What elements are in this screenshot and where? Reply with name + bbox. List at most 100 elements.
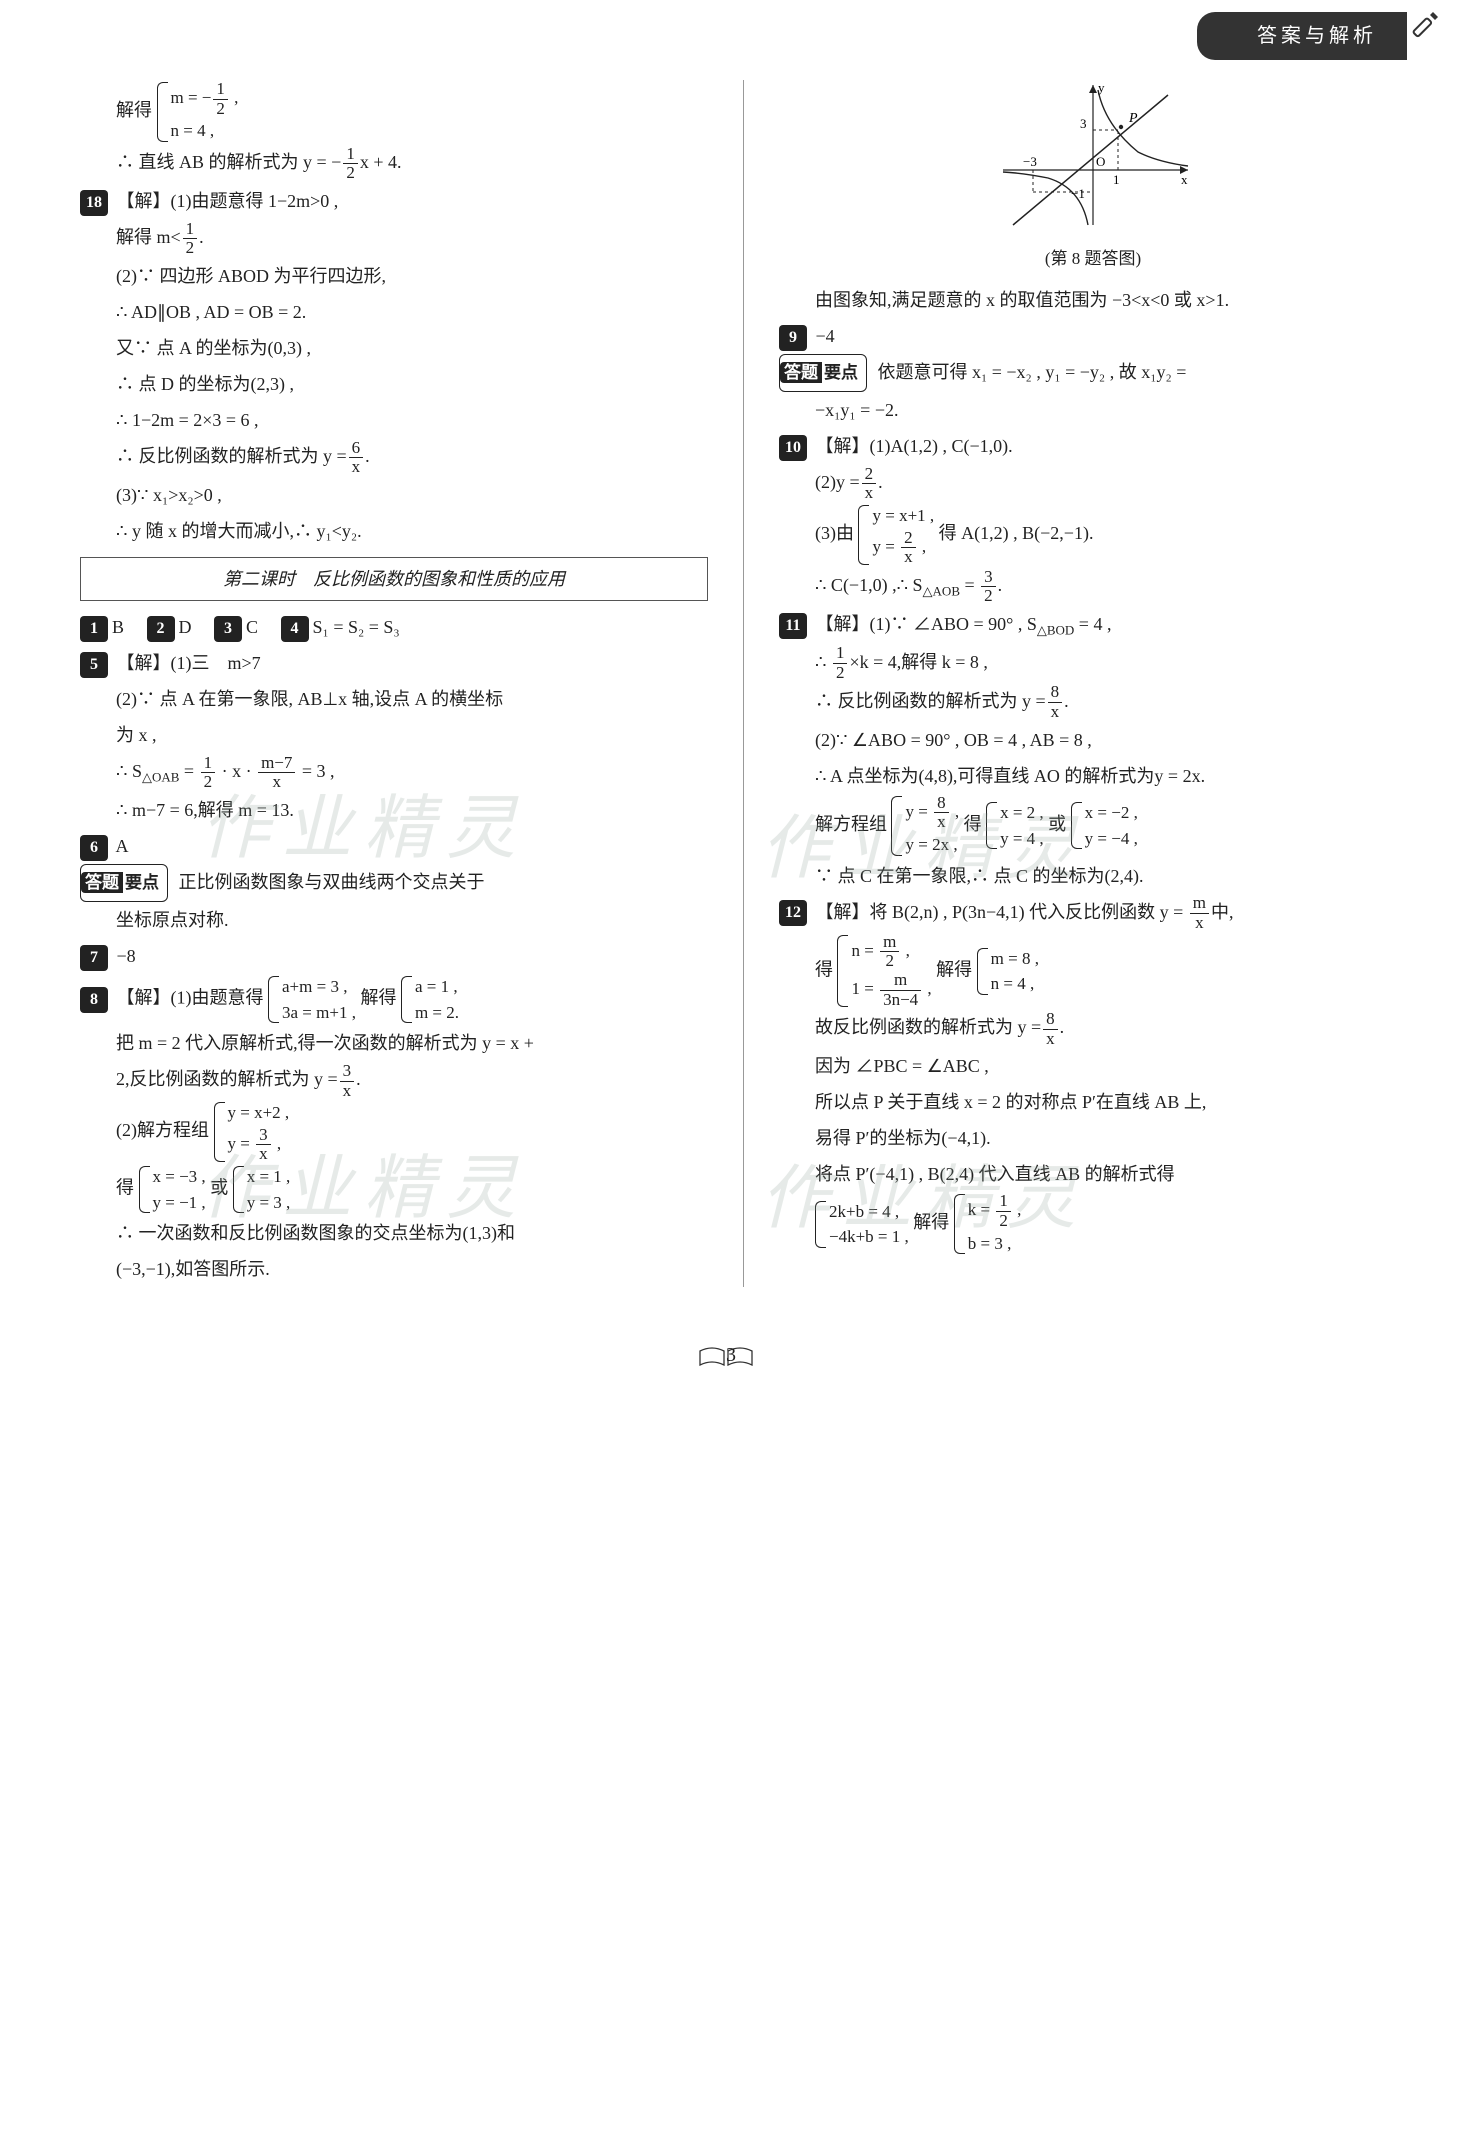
keypoint-badge: 答题要点 xyxy=(779,354,867,392)
keypoint-2: 答题要点 依题意可得 x₁ = −x₂ , y₁ = −y₂ , 故 x₁y₂ … xyxy=(779,354,1407,392)
brace: n = m2 , 1 = m3n−4 , xyxy=(837,933,931,1010)
text: 把 m = 2 代入原解析式,得一次函数的解析式为 y = x + xyxy=(80,1025,708,1061)
text: (2)∵ ∠ABO = 90° , OB = 4 , AB = 8 , xyxy=(779,722,1407,758)
brace: k = 12 , b = 3 , xyxy=(954,1192,1022,1256)
q10: 10 【解】(1)A(1,2) , C(−1,0). xyxy=(779,428,1407,464)
q7: 7 −8 xyxy=(80,938,708,974)
text: 由图象知,满足题意的 x 的取值范围为 −3<x<0 或 x>1. xyxy=(779,282,1407,318)
svg-text:3: 3 xyxy=(1080,116,1087,131)
text: −x₁y₁ = −2. xyxy=(779,392,1407,428)
text: 坐标原点对称. xyxy=(80,902,708,938)
pencil-icon xyxy=(1408,6,1442,40)
left-column: 解得 m = −12 , n = 4 , ∴ 直线 AB 的解析式为 y = −… xyxy=(80,80,708,1287)
text: 【解】(1)∵ ∠ABO = 90° , S xyxy=(815,614,1036,634)
badge-3: 3 xyxy=(214,616,242,642)
text: (3)由 y = x+1 , y = 2x , 得 A(1,2) , B(−2,… xyxy=(779,503,1407,567)
graph-container: y x O −3 1 3 −1 P (第 8 题答图) xyxy=(779,80,1407,276)
badge-1: 1 xyxy=(80,616,108,642)
text: 得 n = m2 , 1 = m3n−4 , 解得 m = 8 ,n = 4 , xyxy=(779,933,1407,1010)
q18: 18 【解】(1)由题意得 1−2m>0 , xyxy=(80,183,708,219)
text: (2)解方程组 y = x+2 , y = 3x , xyxy=(80,1100,708,1164)
text: (−3,−1),如答图所示. xyxy=(80,1251,708,1287)
badge-18: 18 xyxy=(80,190,108,216)
svg-text:P: P xyxy=(1128,111,1138,126)
text: (3)∵ x₁>x₂>0 , xyxy=(80,477,708,513)
badge-2: 2 xyxy=(147,616,175,642)
brace: x = −3 ,y = −1 , xyxy=(139,1164,206,1215)
answers-row: 1B 2D 3C 4S₁ = S₂ = S₃ xyxy=(80,609,708,645)
brace: y = 8x , y = 2x , xyxy=(891,794,959,858)
page-number: 3 xyxy=(0,1327,1467,1407)
brace: a = 1 ,m = 2. xyxy=(401,974,459,1025)
badge-12: 12 xyxy=(779,900,807,926)
q8: 8 【解】(1)由题意得 a+m = 3 ,3a = m+1 , 解得 a = … xyxy=(80,974,708,1025)
text: ∴ 12×k = 4,解得 k = 8 , xyxy=(779,644,1407,683)
text: 【解】(1)三 m>7 xyxy=(117,653,261,673)
badge-9: 9 xyxy=(779,325,807,351)
text: C xyxy=(246,617,258,637)
text: 解得 xyxy=(360,988,396,1008)
graph-caption: (第 8 题答图) xyxy=(779,242,1407,276)
brace: x = −2 ,y = −4 , xyxy=(1071,800,1138,851)
content-columns: 解得 m = −12 , n = 4 , ∴ 直线 AB 的解析式为 y = −… xyxy=(0,80,1467,1327)
brace: y = x+1 , y = 2x , xyxy=(858,503,934,567)
keypoint-badge: 答题要点 xyxy=(80,864,168,902)
text: 将点 P′(−4,1) , B(2,4) 代入直线 AB 的解析式得 xyxy=(779,1156,1407,1192)
brace: x = 2 ,y = 4 , xyxy=(986,800,1044,851)
text: −4 xyxy=(815,326,834,346)
svg-text:1: 1 xyxy=(1113,172,1120,187)
text: ∴ A 点坐标为(4,8),可得直线 AO 的解析式为y = 2x. xyxy=(779,758,1407,794)
text: 【解】(1)由题意得 1−2m>0 , xyxy=(117,191,339,211)
text: 易得 P′的坐标为(−4,1). xyxy=(779,1120,1407,1156)
text: 依题意可得 x₁ = −x₂ , y₁ = −y₂ , 故 x₁y₂ = xyxy=(877,362,1186,382)
brace: x = 1 ,y = 3 , xyxy=(233,1164,291,1215)
text: −8 xyxy=(117,946,136,966)
brace: m = −12 , n = 4 , xyxy=(157,80,239,144)
text: (2)∵ 点 A 在第一象限, AB⊥x 轴,设点 A 的横坐标 xyxy=(80,681,708,717)
answer-graph: y x O −3 1 3 −1 P xyxy=(993,80,1193,230)
text: ∴ AD∥OB , AD = OB = 2. xyxy=(80,294,708,330)
badge-5: 5 xyxy=(80,652,108,678)
right-column: y x O −3 1 3 −1 P (第 8 题答图) 由图象知,满足题意的 x… xyxy=(779,80,1407,1287)
q6: 6 A xyxy=(80,828,708,864)
text: ∴ S△OAB = 12 · x · m−7x = 3 , xyxy=(80,753,708,792)
brace: a+m = 3 ,3a = m+1 , xyxy=(268,974,356,1025)
text: 解得 m = −12 , n = 4 , xyxy=(80,80,708,144)
header-title: 答案与解析 xyxy=(1197,12,1407,60)
badge-7: 7 xyxy=(80,945,108,971)
badge-11: 11 xyxy=(779,613,807,639)
badge-8: 8 xyxy=(80,987,108,1013)
text: 正比例函数图象与双曲线两个交点关于 xyxy=(179,872,485,892)
text: 为 x , xyxy=(80,717,708,753)
text: 【解】(1)A(1,2) , C(−1,0). xyxy=(815,436,1012,456)
text: ∴ y 随 x 的增大而减小,∴ y₁<y₂. xyxy=(80,513,708,549)
svg-text:x: x xyxy=(1181,172,1188,187)
keypoint-1: 答题要点 正比例函数图象与双曲线两个交点关于 xyxy=(80,864,708,902)
svg-text:y: y xyxy=(1098,80,1105,95)
text: 所以点 P 关于直线 x = 2 的对称点 P′在直线 AB 上, xyxy=(779,1084,1407,1120)
badge-10: 10 xyxy=(779,435,807,461)
text: ∴ 点 D 的坐标为(2,3) , xyxy=(80,366,708,402)
text: S₁ = S₂ = S₃ xyxy=(313,617,400,637)
svg-text:O: O xyxy=(1096,154,1105,169)
text: B xyxy=(112,617,124,637)
q5: 5 【解】(1)三 m>7 xyxy=(80,645,708,681)
text: 【解】(1)由题意得 xyxy=(117,988,264,1008)
text: 解得 m<12. xyxy=(80,219,708,258)
text: ∴ 一次函数和反比例函数图象的交点坐标为(1,3)和 xyxy=(80,1215,708,1251)
text: ∴ 反比例函数的解析式为 y =8x. xyxy=(779,683,1407,722)
text: 故反比例函数的解析式为 y =8x. xyxy=(779,1009,1407,1048)
text: 又∵ 点 A 的坐标为(0,3) , xyxy=(80,330,708,366)
text: ∴ 直线 AB 的解析式为 y = −12x + 4. xyxy=(80,144,708,183)
svg-text:−3: −3 xyxy=(1023,154,1037,169)
text: ∴ m−7 = 6,解得 m = 13. xyxy=(80,792,708,828)
q9: 9 −4 xyxy=(779,318,1407,354)
text: 2,反比例函数的解析式为 y =3x. xyxy=(80,1061,708,1100)
text: (2)∵ 四边形 ABOD 为平行四边形, xyxy=(80,258,708,294)
q12: 12 【解】将 B(2,n) , P(3n−4,1) 代入反比例函数 y = m… xyxy=(779,894,1407,933)
text: 解得 xyxy=(116,100,152,120)
text: ∵ 点 C 在第一象限,∴ 点 C 的坐标为(2,4). xyxy=(779,858,1407,894)
column-divider xyxy=(743,80,744,1287)
page-header: 答案与解析 xyxy=(0,0,1467,60)
section-title: 第二课时 反比例函数的图象和性质的应用 xyxy=(80,557,708,601)
